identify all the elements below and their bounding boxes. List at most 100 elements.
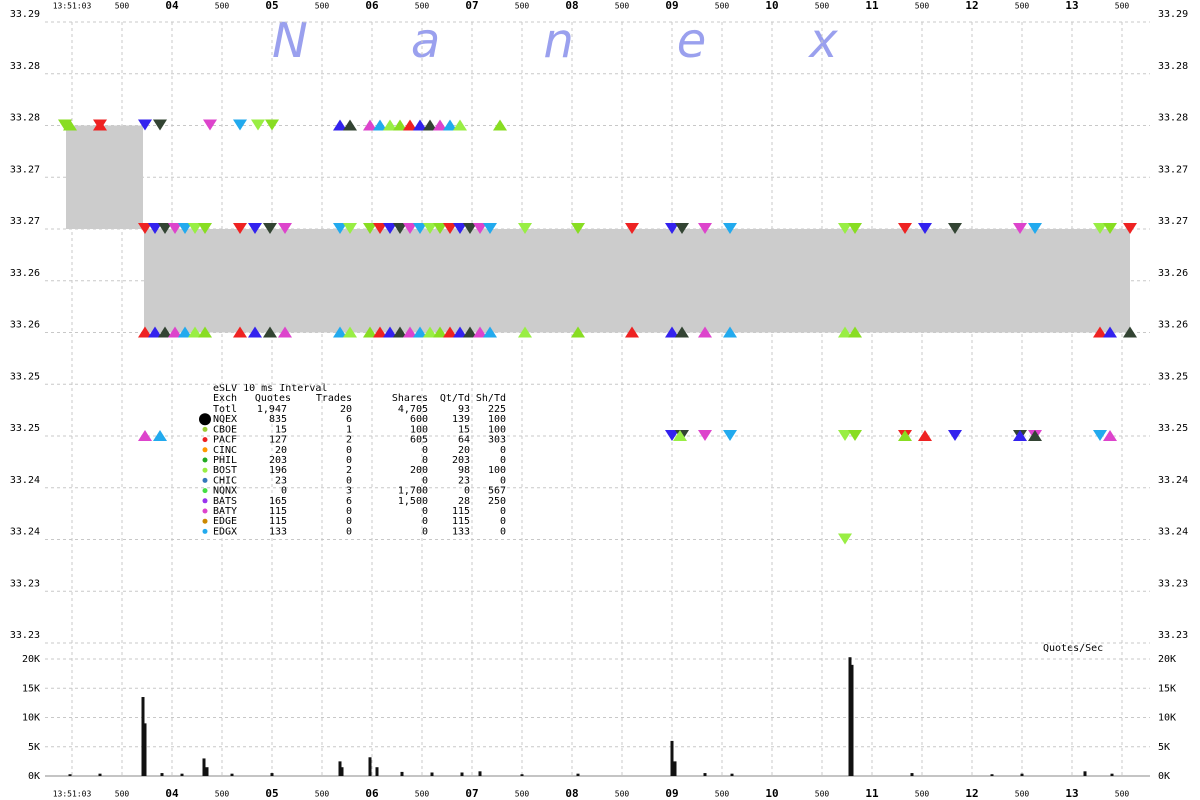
- stats-cell: 133: [452, 526, 470, 537]
- stats-cell: 0: [422, 475, 428, 486]
- stats-cell: 0: [422, 455, 428, 466]
- stats-header: Exch: [213, 393, 237, 404]
- ask-quote: [383, 223, 397, 234]
- bid-quote: [168, 326, 182, 338]
- ask-quote: [263, 223, 277, 234]
- legend-marker: [202, 488, 208, 494]
- bid-quote: [1013, 430, 1027, 441]
- y-tick-label: 33.28: [1158, 61, 1188, 72]
- ask-quote: [168, 223, 182, 234]
- stats-cell: 0: [500, 475, 506, 486]
- bid-quote: [363, 326, 377, 338]
- y-tick-label: 20K: [1158, 654, 1176, 665]
- y-tick-label: 20K: [22, 654, 40, 665]
- ask-quote: [158, 223, 172, 234]
- stats-cell: 0: [346, 455, 352, 466]
- y-tick-label: 0K: [28, 771, 40, 782]
- volume-bar: [400, 771, 404, 776]
- bid-quote: [483, 326, 497, 338]
- x-tick-label: 500: [415, 790, 430, 799]
- stats-cell: 115: [452, 506, 470, 517]
- stats-cell: 115: [452, 516, 470, 527]
- y-tick-label: 10K: [22, 713, 40, 724]
- ask-quote: [233, 223, 247, 234]
- ask-quote: [248, 223, 262, 234]
- x-tick-label: 13:51:03: [53, 2, 92, 11]
- volume-bar: [141, 697, 145, 776]
- x-tick-label: 500: [1015, 790, 1030, 799]
- stats-cell: 127: [269, 435, 287, 446]
- legend-marker: [202, 477, 208, 483]
- bid-quote: [188, 326, 202, 338]
- ask-quote: [333, 223, 347, 234]
- bid-quote: [153, 430, 167, 441]
- volume-bar: [670, 740, 674, 776]
- x-tick-label: 500: [815, 790, 830, 799]
- volume-bar: [520, 774, 524, 776]
- volume-bar: [202, 758, 206, 776]
- stats-cell: 0: [422, 445, 428, 456]
- volume-bar: [703, 773, 707, 776]
- stats-cell: 0: [500, 445, 506, 456]
- ask-quote: [838, 533, 852, 545]
- y-tick-label: 33.24: [1158, 527, 1188, 538]
- bid-quote: [1028, 430, 1042, 441]
- y-tick-label: 33.27: [1158, 216, 1188, 227]
- stats-cell: 15: [458, 424, 470, 435]
- bid-quote: [178, 326, 192, 338]
- ask-quote: [138, 223, 152, 234]
- volume-bar: [98, 773, 102, 776]
- x-tick-label: 500: [515, 2, 530, 11]
- legend-marker: [202, 447, 208, 453]
- stats-cell: Totl: [213, 404, 237, 415]
- volume-bar: [143, 723, 147, 776]
- ask-quote: [473, 223, 487, 234]
- bid-quote: [518, 326, 532, 338]
- x-tick-label: 04: [165, 0, 179, 12]
- ask-quote: [571, 223, 585, 234]
- nbbo-spread: [66, 125, 143, 229]
- ask-quote: [698, 223, 712, 234]
- stats-cell: 203: [269, 455, 287, 466]
- ask-quote: [178, 223, 192, 234]
- stats-cell: EDGX: [213, 526, 237, 537]
- stats-header: Shares: [392, 393, 428, 404]
- x-tick-label: 500: [215, 790, 230, 799]
- ask-quote: [723, 223, 737, 234]
- ask-quote: [138, 119, 152, 131]
- bid-quote: [363, 119, 377, 131]
- x-tick-label: 500: [915, 790, 930, 799]
- x-tick-label: 500: [115, 2, 130, 11]
- volume-bar: [910, 773, 914, 776]
- ask-quote: [233, 119, 247, 131]
- volume-bar: [1020, 773, 1024, 776]
- y-tick-label: 33.26: [10, 268, 40, 279]
- volume-bar: [375, 767, 379, 776]
- stats-cell: PHIL: [213, 455, 237, 466]
- stats-cell: 3: [346, 486, 352, 497]
- x-tick-label: 09: [665, 787, 678, 800]
- ask-quote: [363, 223, 377, 234]
- x-tick-label: 10: [765, 787, 778, 800]
- stats-cell: 0: [346, 506, 352, 517]
- stats-cell: 2: [346, 435, 352, 446]
- volume-bar: [340, 767, 344, 776]
- bid-quote: [383, 326, 397, 338]
- ask-quote: [1028, 223, 1042, 234]
- bid-quote: [838, 326, 852, 338]
- y-tick-label: 33.25: [10, 423, 40, 434]
- bid-quote: [393, 326, 407, 338]
- bid-quote: [463, 326, 477, 338]
- legend-marker: [202, 498, 208, 504]
- stats-cell: BATY: [213, 506, 237, 517]
- stats-cell: 0: [500, 526, 506, 537]
- ask-quote: [848, 223, 862, 234]
- y-tick-label: 33.29: [1158, 9, 1188, 20]
- x-tick-label: 500: [815, 2, 830, 11]
- volume-bar: [1083, 771, 1087, 776]
- ask-quote: [251, 119, 265, 131]
- x-tick-label: 500: [1015, 2, 1030, 11]
- bid-quote: [333, 119, 347, 131]
- volume-bar: [1110, 773, 1114, 776]
